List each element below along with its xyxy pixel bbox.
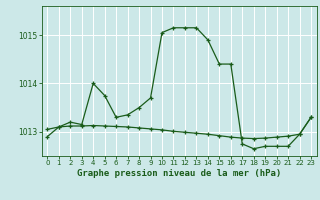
X-axis label: Graphe pression niveau de la mer (hPa): Graphe pression niveau de la mer (hPa): [77, 169, 281, 178]
